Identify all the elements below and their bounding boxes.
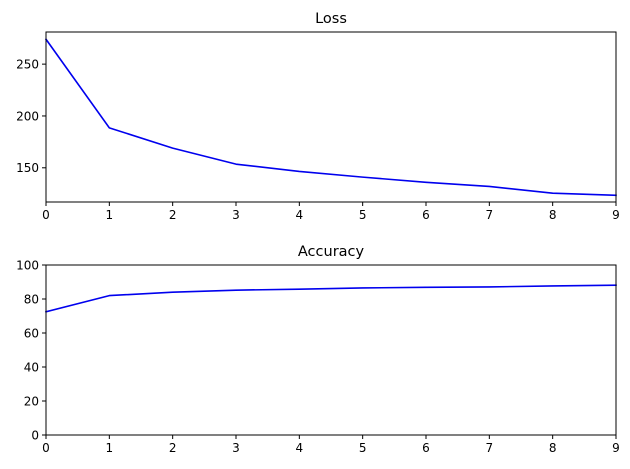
accuracy-y-tick-label: 40 — [24, 360, 39, 374]
accuracy-x-tick-label: 2 — [169, 441, 177, 455]
loss-x-tick-label: 5 — [359, 208, 367, 222]
loss-y-tick-label: 250 — [16, 57, 39, 71]
loss-chart: Loss 0 1 2 3 4 5 6 7 8 9 150 200 250 — [16, 11, 620, 222]
loss-x-tick-label: 0 — [42, 208, 50, 222]
accuracy-y-tick-label: 20 — [24, 394, 39, 408]
loss-y-tick-label: 150 — [16, 161, 39, 175]
accuracy-chart: Accuracy 0 1 2 3 4 5 6 7 8 9 0 20 40 60 80 100 — [16, 244, 620, 455]
accuracy-x-tick-label: 5 — [359, 441, 367, 455]
loss-series-line — [44, 38, 617, 197]
loss-chart-title: Loss — [315, 11, 347, 27]
loss-x-tick-label: 7 — [486, 208, 494, 222]
loss-x-tick-label: 9 — [612, 208, 620, 222]
accuracy-x-tick-label: 6 — [422, 441, 430, 455]
accuracy-axes-frame — [45, 264, 617, 436]
accuracy-x-tick-label: 4 — [296, 441, 304, 455]
accuracy-x-tick-label: 7 — [486, 441, 494, 455]
loss-x-tick-label: 4 — [296, 208, 304, 222]
accuracy-y-tick-label: 80 — [24, 292, 39, 306]
loss-y-tick-label: 200 — [16, 109, 39, 123]
loss-x-tick-label: 2 — [169, 208, 177, 222]
loss-x-tick-label: 6 — [422, 208, 430, 222]
accuracy-y-tick-label: 60 — [24, 326, 39, 340]
loss-x-tick-label: 8 — [549, 208, 557, 222]
accuracy-series-line — [45, 284, 617, 313]
accuracy-x-tick-label: 0 — [42, 441, 50, 455]
accuracy-x-tick-label: 3 — [232, 441, 240, 455]
accuracy-chart-title: Accuracy — [298, 244, 365, 260]
loss-x-tick-label: 3 — [232, 208, 240, 222]
accuracy-y-tick-label: 100 — [16, 258, 39, 272]
accuracy-x-tick-label: 1 — [106, 441, 114, 455]
loss-x-tick-label: 1 — [106, 208, 114, 222]
accuracy-y-tick-label: 0 — [31, 428, 39, 442]
loss-axes-frame — [45, 31, 617, 203]
accuracy-x-tick-label: 8 — [549, 441, 557, 455]
accuracy-x-tick-label: 9 — [612, 441, 620, 455]
